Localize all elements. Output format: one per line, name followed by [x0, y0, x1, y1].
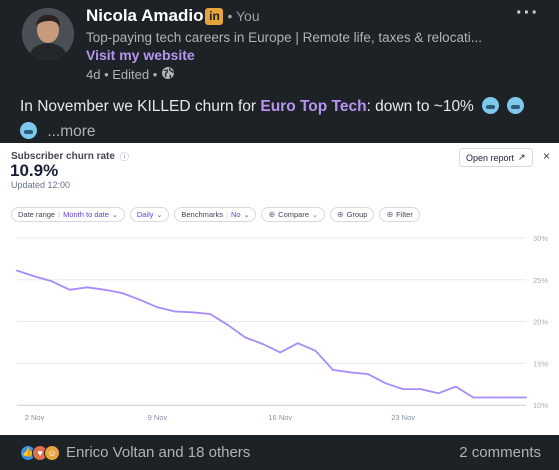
filter-value: Daily	[136, 210, 154, 219]
author-row: Nicola Amadio in • You	[86, 6, 260, 26]
x-tick-label: 2 Nov	[25, 413, 45, 422]
filter-label: Group	[346, 210, 368, 219]
benchmarks-filter[interactable]: Benchmarks | No ⌄	[174, 207, 257, 222]
filter-value: No	[231, 210, 241, 219]
filter-label: Filter	[396, 210, 413, 219]
care-reaction-icon: ☺	[44, 444, 60, 461]
chevron-down-icon: ⌄	[243, 211, 250, 219]
data-point	[437, 392, 440, 395]
plus-icon: ⊕	[336, 210, 344, 219]
data-point	[489, 396, 492, 399]
metric-value: 10.9%	[10, 161, 59, 180]
data-point	[367, 373, 369, 376]
close-icon[interactable]: ×	[543, 149, 551, 163]
freezing-face-emoji-icon	[507, 97, 525, 114]
post-text-end: : down to ~10%	[366, 98, 474, 115]
post-meta: 4d • Edited •	[86, 66, 175, 83]
data-point	[296, 342, 299, 345]
plus-icon: ⊕	[386, 210, 394, 219]
interval-filter[interactable]: Daily ⌄	[129, 207, 170, 222]
chevron-down-icon: ⌄	[312, 211, 318, 219]
x-tick-label: 16 Nov	[268, 413, 292, 422]
author-avatar[interactable]	[22, 8, 74, 60]
data-point	[332, 369, 334, 371]
metric-title: Subscriber churn rate	[11, 151, 115, 162]
data-point	[454, 385, 457, 388]
data-point	[138, 298, 141, 301]
comments-count[interactable]: 2 comments	[459, 444, 541, 461]
y-tick-label: 25%	[533, 276, 548, 285]
data-point	[86, 286, 89, 289]
plus-icon: ⊕	[268, 210, 276, 219]
see-more-link[interactable]: ...more	[47, 123, 96, 140]
y-tick-label: 20%	[533, 318, 548, 327]
filter-bar: Date range | Month to date ⌄ Daily ⌄ Ben…	[11, 207, 425, 222]
post-text-start: In November we KILLED churn for	[20, 98, 261, 115]
data-point	[279, 351, 282, 354]
open-report-label: Open report	[466, 152, 515, 163]
data-point	[261, 343, 264, 345]
x-tick-label: 23 Nov	[391, 413, 415, 422]
chevron-down-icon: ⌄	[111, 211, 118, 219]
post-text: In November we KILLED churn for Euro Top…	[20, 94, 540, 144]
author-headline: Top-paying tech careers in Europe | Remo…	[86, 30, 482, 45]
data-point	[68, 288, 71, 291]
churn-series-line	[16, 269, 526, 399]
reactions-count[interactable]: Enrico Voltan and 18 others	[66, 444, 251, 461]
data-point	[121, 292, 124, 295]
data-point	[103, 288, 106, 291]
data-point	[314, 349, 317, 352]
chevron-down-icon: ⌄	[156, 211, 163, 219]
data-point	[472, 396, 475, 399]
data-point	[349, 371, 352, 374]
post-options-icon[interactable]: ···	[516, 2, 539, 24]
data-point	[419, 388, 422, 391]
linkedin-premium-icon: in	[205, 7, 224, 25]
open-report-button[interactable]: Open report ↗	[459, 148, 533, 167]
x-tick-label: 9 Nov	[148, 413, 168, 422]
churn-line-chart: 30% 25% 20% 15% 10% 2 Nov 9 Nov 16 Nov 23 Nov	[16, 234, 548, 422]
filter-label: Compare	[278, 210, 310, 219]
chart-card: 30% 25% 20% 15% 10% 2 Nov 9 Nov 16 Nov 23 Nov Su…	[0, 143, 559, 435]
data-point	[209, 313, 211, 315]
reactions-summary[interactable]: 👍 ♥ ☺ Enrico Voltan and 18 others	[20, 444, 250, 461]
data-point	[33, 275, 36, 278]
y-tick-label: 30%	[533, 234, 548, 243]
data-point	[507, 396, 510, 399]
compare-filter[interactable]: ⊕ Compare ⌄	[261, 207, 325, 222]
data-point	[51, 280, 54, 283]
freezing-face-emoji-icon	[482, 97, 500, 114]
data-point	[156, 306, 159, 309]
group-filter[interactable]: ⊕ Group	[329, 207, 375, 222]
data-point	[384, 382, 387, 385]
metric-updated: Updated 12:00	[11, 180, 71, 190]
chart-header: Subscriber churn rate ⓘ	[11, 150, 129, 163]
author-name[interactable]: Nicola Amadio	[86, 6, 204, 25]
freezing-face-emoji-icon	[20, 122, 37, 139]
filter-label: Date range	[18, 210, 56, 219]
info-icon[interactable]: ⓘ	[119, 152, 129, 162]
filter-value: Month to date	[63, 210, 109, 219]
data-point	[244, 336, 247, 339]
data-point	[525, 396, 527, 399]
data-point	[174, 310, 176, 313]
data-point	[226, 323, 229, 326]
data-point	[16, 269, 18, 272]
post-timestamp: 4d • Edited •	[86, 67, 158, 82]
data-point	[402, 388, 405, 391]
y-tick-label: 10%	[533, 401, 548, 410]
post-highlight: Euro Top Tech	[260, 98, 367, 115]
date-range-filter[interactable]: Date range | Month to date ⌄	[11, 207, 125, 222]
filter-label: Benchmarks	[181, 210, 224, 219]
y-tick-label: 15%	[533, 359, 548, 368]
data-point	[191, 311, 194, 314]
connection-degree: • You	[227, 8, 260, 24]
globe-icon	[161, 66, 175, 83]
filter-button[interactable]: ⊕ Filter	[379, 207, 420, 222]
visit-website-link[interactable]: Visit my website	[86, 47, 195, 63]
external-arrow-icon: ↗	[518, 152, 526, 162]
